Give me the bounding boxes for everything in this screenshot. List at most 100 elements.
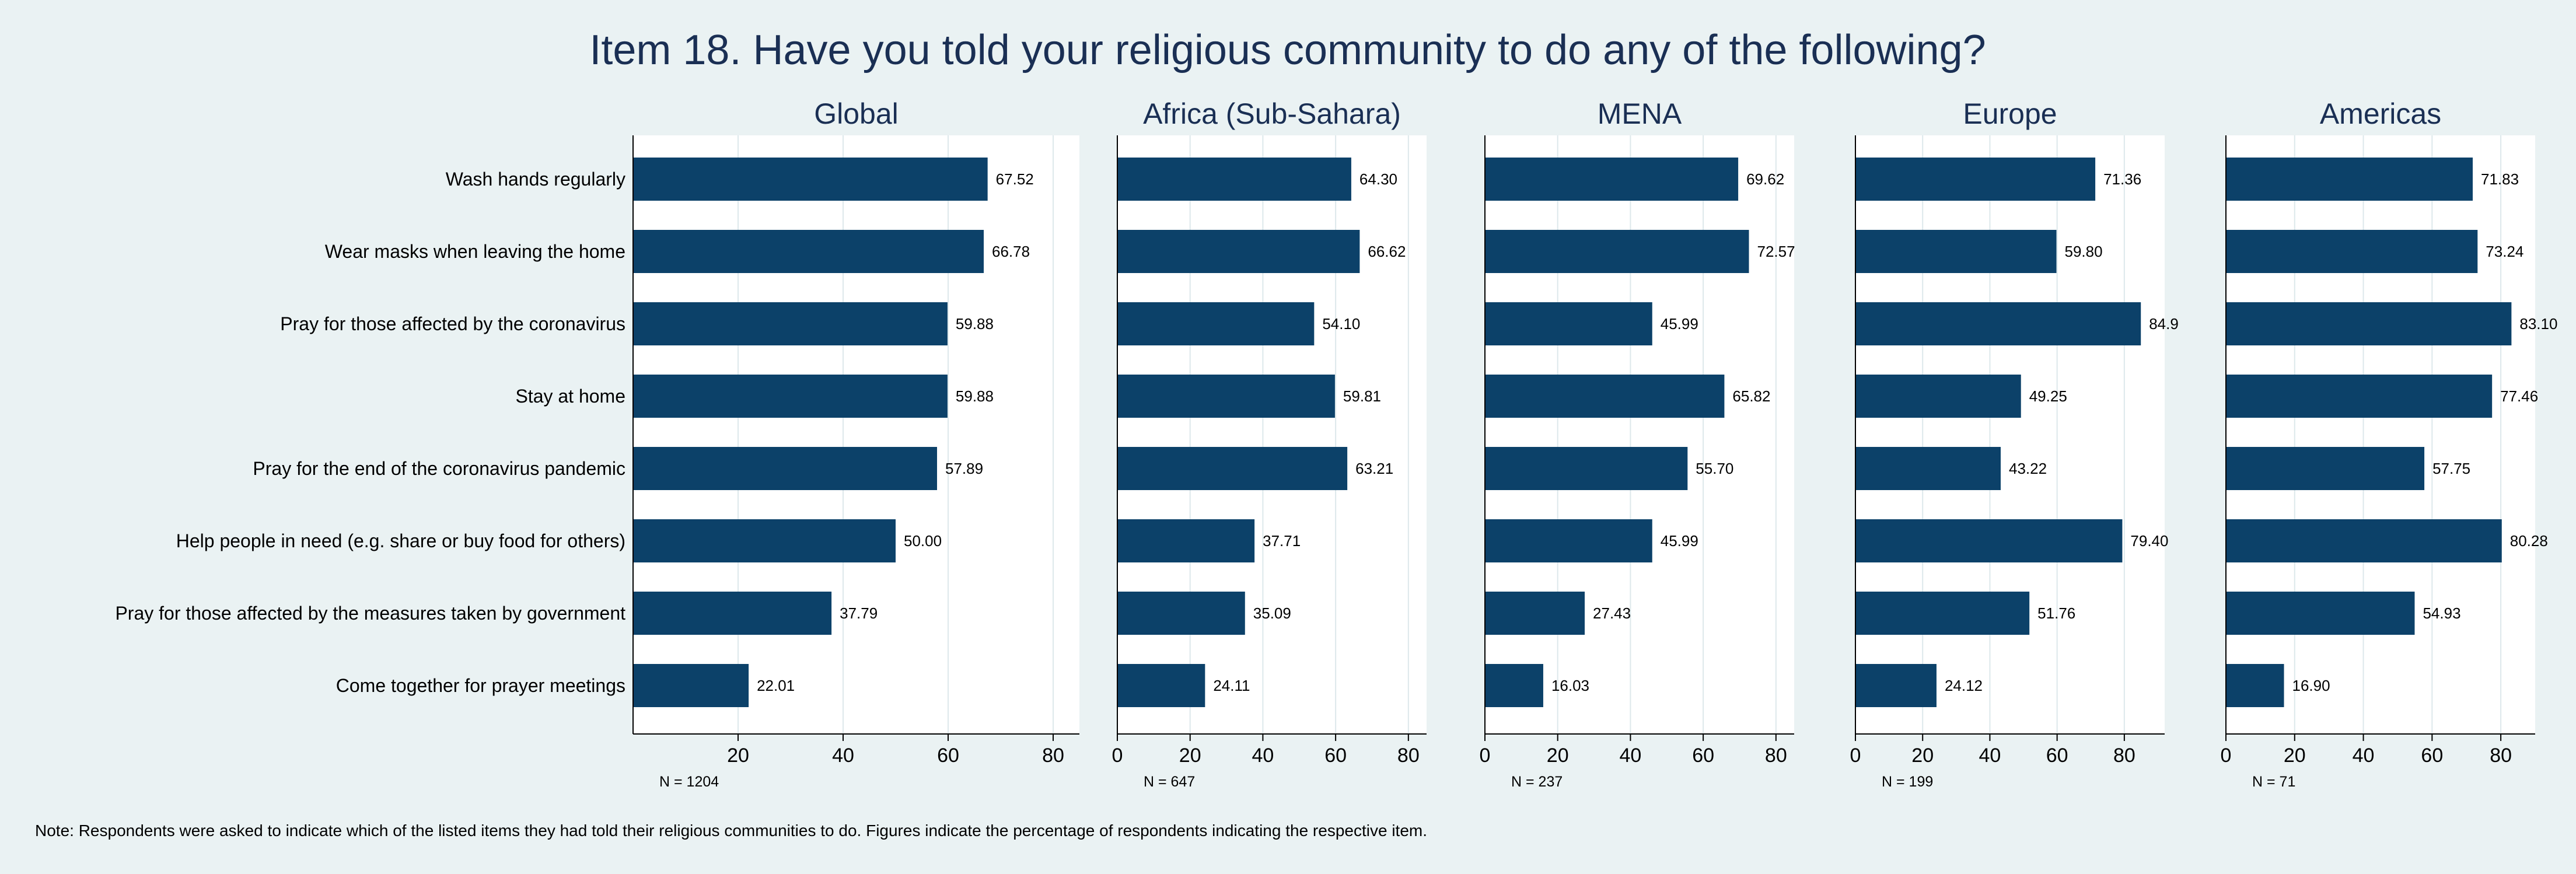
bar	[2226, 664, 2284, 707]
bar	[1485, 519, 1652, 562]
category-label: Help people in need (e.g. share or buy f…	[176, 530, 625, 551]
value-label: 54.10	[1322, 315, 1360, 333]
value-label: 73.24	[2486, 243, 2523, 260]
bar	[1485, 230, 1749, 273]
plot-area	[1485, 135, 1794, 734]
bar	[1855, 375, 2021, 418]
panel-americas: Americas 71.83 73.24 83.10 77.46 57.75 80.28 54…	[2221, 97, 2558, 790]
value-label: 50.00	[904, 532, 942, 550]
bar	[1117, 375, 1335, 418]
panel-title: Africa (Sub-Sahara)	[1143, 97, 1401, 130]
bar	[633, 375, 948, 418]
x-tick-label: 20	[2284, 744, 2306, 767]
value-label: 72.57	[1757, 243, 1795, 260]
bar	[633, 158, 988, 201]
chart-title: Item 18. Have you told your religious co…	[589, 27, 1986, 74]
panel-title: MENA	[1598, 97, 1682, 130]
x-tick-label: 80	[2113, 744, 2135, 767]
bar	[1485, 664, 1543, 707]
value-label: 45.99	[1661, 315, 1698, 333]
value-label: 16.03	[1551, 677, 1589, 694]
bar	[1117, 592, 1245, 635]
bar	[1485, 158, 1739, 201]
value-label: 37.71	[1263, 532, 1301, 550]
x-tick-label: 0	[1112, 744, 1123, 767]
bar	[1855, 664, 1937, 707]
x-tick-label: 40	[1252, 744, 1274, 767]
category-label: Pray for the end of the coronavirus pand…	[253, 458, 625, 479]
panel-title: Americas	[2320, 97, 2441, 130]
x-tick-label: 0	[2221, 744, 2232, 767]
bar	[1485, 302, 1652, 345]
value-label: 49.25	[2029, 387, 2067, 405]
category-label: Pray for those affected by the coronavir…	[280, 313, 625, 334]
value-label: 27.43	[1593, 604, 1631, 622]
panel-mena: MENA 69.62 72.57 45.99 65.82 55.70 45.99 27.43 1…	[1480, 97, 1795, 790]
value-label: 24.12	[1945, 677, 1983, 694]
value-label: 59.80	[2065, 243, 2103, 260]
bar	[633, 664, 749, 707]
bar	[2226, 375, 2493, 418]
x-tick-label: 20	[727, 744, 749, 767]
plot-area	[1855, 135, 2165, 734]
value-label: 35.09	[1253, 604, 1291, 622]
sample-size-label: N = 647	[1144, 774, 1195, 790]
value-label: 71.83	[2481, 170, 2519, 188]
category-label: Come together for prayer meetings	[336, 675, 625, 696]
sample-size-label: N = 237	[1511, 774, 1563, 790]
bar	[1855, 592, 2030, 635]
value-label: 65.82	[1732, 387, 1770, 405]
category-label: Wear masks when leaving the home	[325, 241, 625, 262]
x-tick-label: 20	[1547, 744, 1569, 767]
value-label: 83.10	[2519, 315, 2557, 333]
x-tick-label: 40	[832, 744, 854, 767]
bar	[1855, 158, 2096, 201]
x-tick-label: 80	[1042, 744, 1064, 767]
plot-area	[633, 135, 1079, 734]
bar	[1117, 519, 1255, 562]
bar	[1855, 519, 2123, 562]
bar	[633, 230, 984, 273]
value-label: 66.78	[992, 243, 1030, 260]
value-label: 16.90	[2292, 677, 2330, 694]
value-label: 64.30	[1359, 170, 1397, 188]
panel-africa-sub-sahara: Africa (Sub-Sahara) 64.30 66.62 54.10 59.81 6…	[1112, 97, 1427, 790]
x-tick-label: 20	[1911, 744, 1934, 767]
plot-area	[2226, 135, 2535, 734]
bar	[1855, 302, 2141, 345]
bar	[1855, 447, 2001, 490]
x-tick-label: 60	[937, 744, 959, 767]
bar	[1117, 447, 1348, 490]
x-tick-label: 60	[1324, 744, 1347, 767]
value-label: 54.93	[2423, 604, 2460, 622]
bar	[1485, 447, 1688, 490]
category-labels: Wash hands regularly Wear masks when leav…	[115, 169, 625, 696]
x-tick-label: 40	[2353, 744, 2375, 767]
panel-title: Global	[814, 97, 899, 130]
value-label: 57.75	[2432, 460, 2470, 477]
value-label: 69.62	[1746, 170, 1784, 188]
category-label: Wash hands regularly	[446, 169, 625, 190]
bar	[2226, 447, 2425, 490]
bar	[2226, 158, 2473, 201]
x-tick-label: 60	[2421, 744, 2443, 767]
panel-europe: Europe 71.36 59.80 84.9 49.25 43.22 79.40 51.76…	[1850, 97, 2179, 790]
sample-size-label: N = 71	[2252, 774, 2295, 790]
sample-size-label: N = 1204	[659, 774, 719, 790]
bar	[2226, 230, 2478, 273]
value-label: 57.89	[945, 460, 983, 477]
value-label: 80.28	[2510, 532, 2548, 550]
x-tick-label: 80	[1397, 744, 1420, 767]
value-label: 67.52	[996, 170, 1034, 188]
panels: Global 67.52 66.78 59.88 59.88 57.89 50.00 37.7…	[632, 97, 2558, 790]
category-label: Pray for those affected by the measures …	[115, 603, 625, 624]
x-tick-label: 40	[1619, 744, 1641, 767]
x-tick-label: 40	[1979, 744, 2001, 767]
bar	[633, 447, 938, 490]
bar	[1855, 230, 2057, 273]
panel-global: Global 67.52 66.78 59.88 59.88 57.89 50.00 37.7…	[632, 97, 1079, 790]
bar	[2226, 302, 2512, 345]
x-tick-label: 80	[1765, 744, 1787, 767]
value-label: 45.99	[1661, 532, 1698, 550]
